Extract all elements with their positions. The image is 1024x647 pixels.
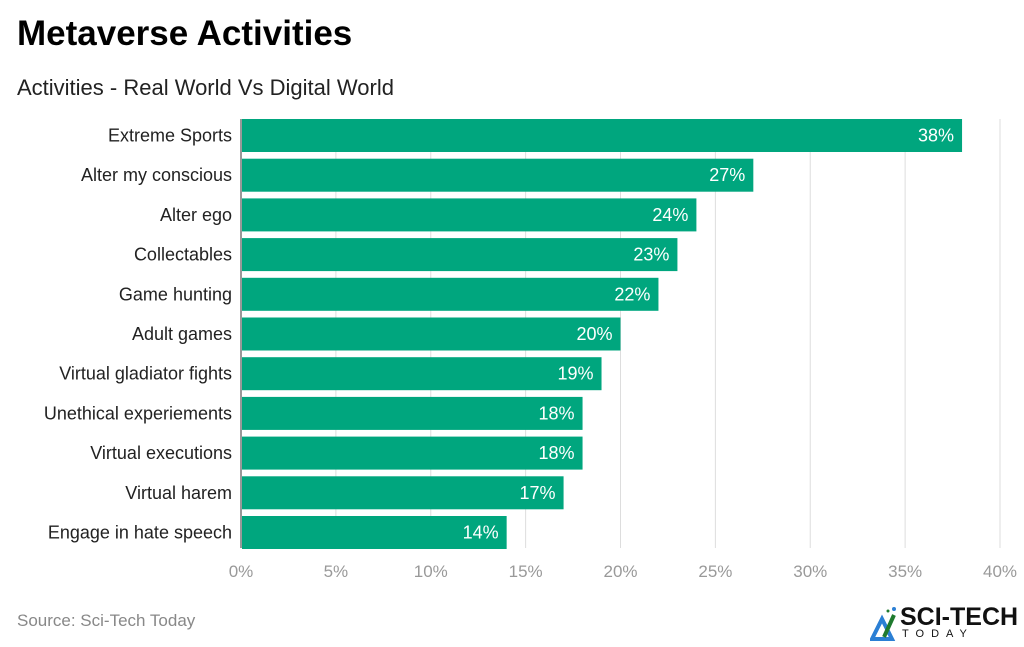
data-label: 22% <box>614 284 650 304</box>
bar <box>242 238 678 272</box>
x-tick-label: 15% <box>509 562 543 581</box>
data-label: 20% <box>576 324 612 344</box>
data-label: 18% <box>539 403 575 423</box>
category-label: Unethical experiements <box>44 403 232 423</box>
source-note: Source: Sci-Tech Today <box>17 611 196 630</box>
x-tick-label: 0% <box>229 562 254 581</box>
logo-subtext: TODAY <box>902 628 974 640</box>
data-label: 24% <box>652 205 688 225</box>
data-label: 38% <box>918 126 954 146</box>
x-tick-label: 10% <box>414 562 448 581</box>
data-label: 23% <box>633 245 669 265</box>
x-tick-label: 25% <box>698 562 732 581</box>
bar <box>242 436 583 470</box>
bar <box>242 277 659 311</box>
category-label: Virtual harem <box>125 483 232 503</box>
data-label: 27% <box>709 165 745 185</box>
x-tick-label: 20% <box>603 562 637 581</box>
data-label: 14% <box>463 523 499 543</box>
bar <box>242 317 621 351</box>
category-label: Extreme Sports <box>108 126 232 146</box>
data-label: 18% <box>539 443 575 463</box>
x-tick-label: 40% <box>983 562 1017 581</box>
bar <box>242 476 564 510</box>
bar <box>242 158 754 192</box>
data-label: 19% <box>557 364 593 384</box>
x-tick-label: 5% <box>324 562 349 581</box>
category-label: Virtual gladiator fights <box>59 364 232 384</box>
chart-title: Metaverse Activities <box>17 14 353 53</box>
bar <box>242 198 697 232</box>
bar <box>242 516 507 549</box>
category-label: Adult games <box>132 324 232 344</box>
x-tick-label: 30% <box>793 562 827 581</box>
category-label: Virtual executions <box>90 443 232 463</box>
category-label: Alter ego <box>160 205 232 225</box>
category-label: Game hunting <box>119 284 232 304</box>
sci-tech-today-logo: SCI-TECH TODAY <box>870 603 1020 643</box>
bar <box>242 357 602 391</box>
category-label: Engage in hate speech <box>48 523 232 543</box>
chart-subtitle: Activities - Real World Vs Digital World <box>17 75 394 100</box>
bar <box>242 119 963 152</box>
bar <box>242 396 583 430</box>
category-label: Alter my conscious <box>81 165 232 185</box>
x-tick-label: 35% <box>888 562 922 581</box>
category-label: Collectables <box>134 245 232 265</box>
logo-text: SCI-TECH <box>900 603 1019 631</box>
logo-mark-icon <box>870 607 896 641</box>
data-label: 17% <box>520 483 556 503</box>
